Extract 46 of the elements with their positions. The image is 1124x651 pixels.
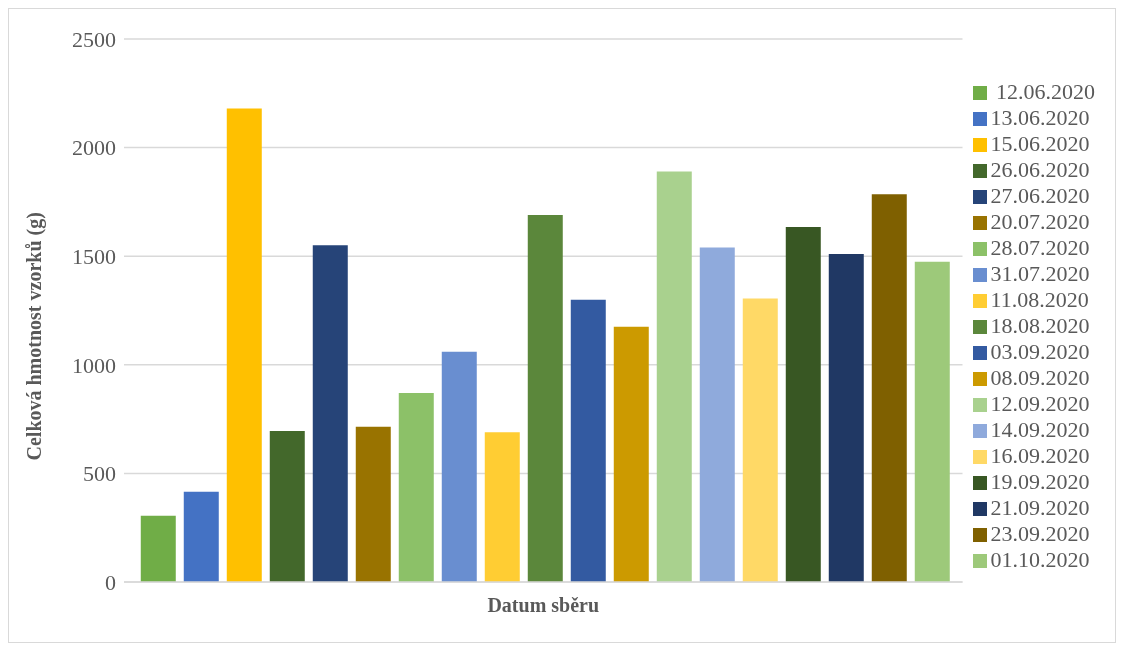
y-tick-label: 2000: [72, 135, 116, 161]
y-tick-label: 2500: [72, 26, 116, 52]
bar: [484, 432, 520, 582]
bar: [785, 226, 821, 582]
legend-label: 31.07.2020: [990, 260, 1090, 286]
bar: [355, 426, 391, 582]
bar: [183, 491, 219, 582]
legend-label: 14.09.2020: [990, 416, 1090, 442]
legend-label: 26.06.2020: [990, 156, 1090, 182]
bar: [699, 247, 735, 582]
legend-label: 01.10.2020: [990, 546, 1090, 572]
legend-label: 08.09.2020: [990, 364, 1090, 390]
bar: [527, 214, 563, 582]
legend-label: 16.09.2020: [990, 442, 1090, 468]
y-tick-label: 1000: [72, 352, 116, 378]
bar: [441, 351, 477, 582]
y-tick-label: 1500: [72, 244, 116, 270]
bar: [613, 326, 649, 582]
legend-label: 12.06.2020: [995, 78, 1095, 104]
bar: [226, 108, 262, 582]
bar: [742, 298, 778, 582]
legend-label: 23.09.2020: [990, 520, 1090, 546]
legend-label: 28.07.2020: [990, 234, 1090, 260]
bar: [871, 194, 907, 582]
bar: [312, 245, 348, 582]
bar: [570, 299, 606, 582]
x-axis-title: Datum sběru: [487, 594, 600, 616]
bar: [828, 254, 864, 582]
legend-label: 11.08.2020: [990, 286, 1089, 312]
legend-label: 15.06.2020: [990, 130, 1090, 156]
legend-label: 03.09.2020: [990, 338, 1090, 364]
bar: [269, 431, 305, 582]
bar: [914, 261, 950, 582]
legend-label: 12.09.2020: [990, 390, 1090, 416]
legend-label: 18.08.2020: [990, 312, 1090, 338]
legend-label: 19.09.2020: [990, 468, 1090, 494]
legend-label: 20.07.2020: [990, 208, 1090, 234]
legend-label: 27.06.2020: [990, 182, 1090, 208]
legend-label: 21.09.2020: [990, 494, 1090, 520]
bar: [140, 515, 176, 582]
bar: [398, 393, 434, 582]
bar: [656, 171, 692, 582]
y-tick-label: 500: [83, 461, 116, 487]
legend-label: 13.06.2020: [990, 104, 1090, 130]
y-tick-label: 0: [105, 569, 116, 595]
y-axis-title: Celková hmotnost vzorků (g): [23, 212, 47, 461]
